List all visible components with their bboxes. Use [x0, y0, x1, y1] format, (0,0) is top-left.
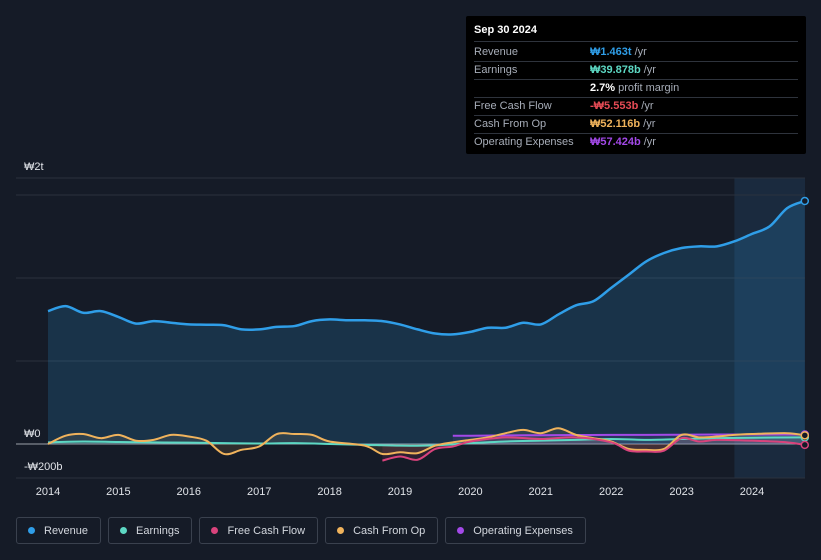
x-tick-label: 2023 — [669, 486, 693, 498]
x-tick-label: 2019 — [388, 486, 412, 498]
series-lines — [47, 199, 806, 462]
legend-label: Earnings — [136, 524, 180, 537]
tooltip-date: Sep 30 2024 — [474, 24, 798, 42]
y-tick-label: ₩2t — [24, 161, 44, 173]
revenue-area — [48, 201, 805, 444]
tooltip-row-value: ₩57.424b — [590, 136, 641, 148]
x-tick-label: 2022 — [599, 486, 623, 498]
tooltip-row-value: ₩1.463t — [590, 46, 632, 58]
x-tick-label: 2024 — [740, 486, 764, 498]
x-tick-label: 2018 — [317, 486, 341, 498]
revenue-line — [47, 199, 806, 336]
tooltip-row: 2.7% profit margin — [474, 80, 798, 98]
tooltip-row-value: ₩39.878b — [590, 64, 641, 76]
tooltip-row-unit: /yr — [643, 64, 656, 76]
free-cash-flow-end-dot — [800, 440, 810, 450]
tooltip-row-label: Revenue — [474, 46, 519, 58]
tooltip-row-unit: /yr — [643, 118, 656, 130]
legend-dot-icon — [120, 527, 128, 534]
x-tick-label: 2015 — [106, 486, 130, 498]
tooltip-row-label: Operating Expenses — [474, 136, 574, 148]
free-cash-flow-line — [382, 436, 805, 462]
tooltip-row-value: ₩52.116b — [590, 118, 641, 130]
cash-from-op-line — [47, 427, 805, 456]
tooltip-row: Earnings ₩39.878b/yr — [474, 62, 798, 80]
tooltip-row-value: 2.7% — [590, 82, 616, 94]
y-tick-label: ₩0 — [24, 428, 41, 440]
tooltip-row: Cash From Op ₩52.116b/yr — [474, 116, 798, 134]
grid-lines — [16, 177, 805, 479]
y-tick-label: -₩200b — [24, 461, 63, 473]
tooltip-row-unit: /yr — [641, 100, 654, 112]
earnings-line — [47, 436, 805, 447]
legend-item-free-cash-flow[interactable]: Free Cash Flow — [199, 517, 319, 544]
revenue-end-dot — [800, 196, 810, 206]
legend-label: Free Cash Flow — [227, 524, 306, 537]
tooltip-row-label — [474, 80, 590, 97]
legend-item-operating-expenses[interactable]: Operating Expenses — [445, 517, 586, 544]
x-tick-label: 2014 — [36, 486, 60, 498]
tooltip-row-value: -₩5.553b — [590, 100, 639, 112]
x-axis-labels: 2014 2015 2016 2017 2018 2019 2020 2021 2022 2023… — [36, 486, 764, 498]
tooltip-rows: Revenue ₩1.463t/yr Earnings ₩39.878b/yr 2.7%… — [474, 44, 798, 151]
tooltip-row: Revenue ₩1.463t/yr — [474, 44, 798, 62]
forecast-shade — [734, 178, 805, 478]
legend: Revenue Earnings Free Cash Flow Cash From O… — [16, 517, 593, 544]
tooltip-row-label: Free Cash Flow — [474, 100, 552, 112]
tooltip-row-label: Earnings — [474, 64, 518, 76]
tooltip: Sep 30 2024 Revenue ₩1.463t/yr Earnings ₩39… — [466, 16, 806, 154]
x-tick-label: 2020 — [458, 486, 482, 498]
tooltip-row-unit: /yr — [634, 46, 647, 58]
legend-label: Operating Expenses — [473, 524, 573, 537]
tooltip-row-unit: profit margin — [618, 82, 680, 94]
legend-dot-icon — [28, 527, 35, 534]
legend-dot-icon — [457, 527, 465, 534]
x-tick-label: 2017 — [247, 486, 271, 498]
legend-item-cash-from-op[interactable]: Cash From Op — [325, 517, 439, 544]
y-axis-labels: ₩2t ₩0 -₩200b — [24, 161, 63, 473]
legend-dot-icon — [337, 527, 345, 534]
tooltip-row: Free Cash Flow -₩5.553b/yr — [474, 98, 798, 116]
tooltip-row-label: Cash From Op — [474, 118, 547, 130]
line-chart: ₩2t ₩0 -₩200b 2014 2015 2016 2017 2018 2019 2020… — [16, 161, 810, 498]
series-end-dots — [800, 196, 810, 450]
cash-from-op-area — [48, 428, 805, 455]
legend-label: Revenue — [44, 524, 89, 537]
x-tick-label: 2021 — [529, 486, 553, 498]
legend-item-earnings[interactable]: Earnings — [108, 517, 193, 544]
legend-item-revenue[interactable]: Revenue — [16, 517, 102, 544]
tooltip-row: Operating Expenses ₩57.424b/yr — [474, 134, 798, 151]
legend-label: Cash From Op — [353, 524, 426, 537]
cash-from-op-end-dot — [800, 431, 810, 440]
x-tick-label: 2016 — [177, 486, 201, 498]
legend-dot-icon — [211, 527, 219, 534]
tooltip-row-unit: /yr — [643, 136, 656, 148]
